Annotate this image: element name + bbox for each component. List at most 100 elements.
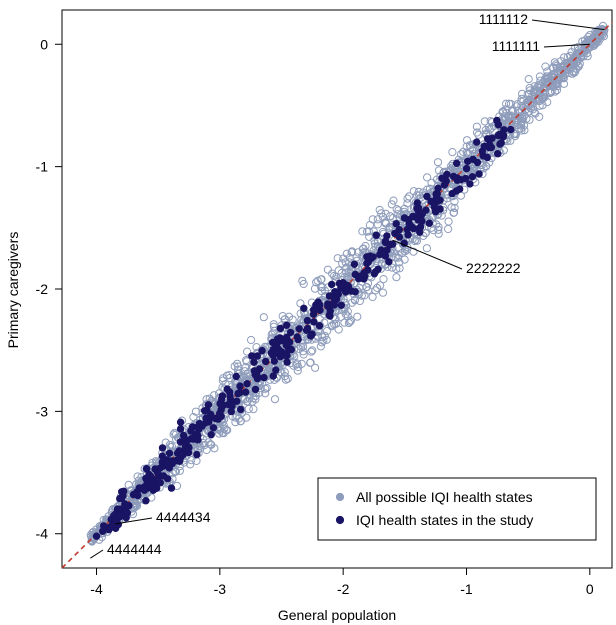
y-tick-label: -4 xyxy=(36,526,49,542)
point-study-states xyxy=(227,407,236,416)
point-study-states xyxy=(179,431,188,440)
point-all-states xyxy=(362,283,371,292)
annotation-leader xyxy=(392,239,463,270)
point-study-states xyxy=(267,349,275,357)
point-all-states xyxy=(316,275,326,284)
point-study-states xyxy=(316,301,324,309)
point-study-states xyxy=(412,213,421,222)
point-all-states xyxy=(574,61,583,70)
point-study-states xyxy=(462,164,471,173)
point-all-states xyxy=(525,83,534,93)
point-study-states xyxy=(198,422,206,430)
point-all-states xyxy=(293,359,302,368)
point-all-states xyxy=(463,149,472,158)
point-all-states xyxy=(270,395,280,404)
point-study-states xyxy=(251,385,260,394)
point-study-states xyxy=(469,155,477,164)
point-all-states xyxy=(550,58,559,67)
plot-layer: 1111112 1111111 2222222 4444434 4444444 xyxy=(61,11,613,569)
point-all-states xyxy=(307,347,316,356)
point-all-states xyxy=(395,264,404,273)
point-all-states xyxy=(124,480,133,489)
point-study-states xyxy=(351,288,359,296)
point-study-states xyxy=(385,258,393,266)
point-study-states xyxy=(326,307,334,315)
point-study-states xyxy=(193,450,201,459)
annotation-leader xyxy=(114,517,153,525)
point-all-states xyxy=(334,266,343,275)
point-all-states xyxy=(339,254,348,263)
point-all-states xyxy=(474,130,483,139)
point-all-states xyxy=(333,254,342,263)
x-tick-label: 0 xyxy=(586,581,594,597)
point-all-states xyxy=(459,147,468,156)
point-all-states xyxy=(394,251,403,260)
point-study-states xyxy=(328,280,336,289)
point-study-states xyxy=(236,388,244,397)
point-study-states xyxy=(395,226,403,234)
point-all-states xyxy=(448,148,457,157)
point-study-states xyxy=(276,334,284,342)
point-study-states xyxy=(484,135,492,143)
point-study-states xyxy=(363,253,371,261)
point-all-states xyxy=(443,194,452,203)
point-study-states xyxy=(343,281,351,289)
point-study-states xyxy=(123,509,132,517)
point-study-states xyxy=(335,279,344,288)
point-study-states xyxy=(287,345,296,354)
point-all-states xyxy=(548,72,557,81)
legend-marker-study-states xyxy=(335,515,345,525)
point-study-states xyxy=(310,318,318,326)
point-all-states xyxy=(243,347,252,356)
point-study-states xyxy=(165,449,174,457)
point-study-states xyxy=(148,481,156,489)
point-study-states xyxy=(438,174,446,183)
point-study-states xyxy=(233,397,241,405)
point-all-states xyxy=(447,165,456,174)
point-study-states xyxy=(494,150,502,158)
point-all-states xyxy=(360,291,369,300)
point-all-states xyxy=(241,363,250,372)
point-study-states xyxy=(468,173,477,181)
point-study-states xyxy=(436,205,444,213)
point-study-states xyxy=(176,425,185,433)
point-all-states xyxy=(343,312,352,321)
point-study-states xyxy=(251,371,259,379)
point-all-states xyxy=(389,196,398,205)
point-all-states xyxy=(534,80,543,90)
point-all-states xyxy=(379,275,388,284)
point-study-states xyxy=(407,222,416,231)
point-all-states xyxy=(535,112,544,122)
point-all-states xyxy=(357,291,366,300)
point-all-states xyxy=(133,472,142,481)
point-study-states xyxy=(276,324,285,333)
point-study-states xyxy=(507,125,515,134)
point-all-states xyxy=(167,442,177,451)
point-all-states xyxy=(472,128,482,137)
point-all-states xyxy=(202,445,211,455)
point-study-states xyxy=(496,140,504,148)
point-study-states xyxy=(237,405,245,414)
axes-layer: -4 -3 -2 -1 0 -4 -3 -2 -1 0 xyxy=(36,36,594,597)
point-all-states xyxy=(434,225,443,234)
x-tick-label: -1 xyxy=(460,581,473,597)
point-all-states xyxy=(392,205,401,214)
point-all-states xyxy=(264,367,273,376)
legend-label-study-states: IQI health states in the study xyxy=(356,512,533,528)
point-study-states xyxy=(153,468,162,476)
point-study-states xyxy=(243,380,251,388)
y-tick-label: -3 xyxy=(36,403,49,419)
point-study-states xyxy=(376,250,384,259)
point-study-states xyxy=(189,423,197,431)
point-all-states xyxy=(593,31,602,41)
point-study-states xyxy=(364,266,372,274)
point-all-states xyxy=(299,350,308,359)
point-study-states xyxy=(172,456,181,465)
point-all-states xyxy=(233,359,242,368)
point-study-states xyxy=(475,170,483,178)
point-study-states xyxy=(357,272,365,280)
annotation-leader xyxy=(90,549,104,559)
point-study-states xyxy=(294,335,302,344)
point-study-states xyxy=(282,333,291,342)
point-all-states xyxy=(317,338,326,347)
